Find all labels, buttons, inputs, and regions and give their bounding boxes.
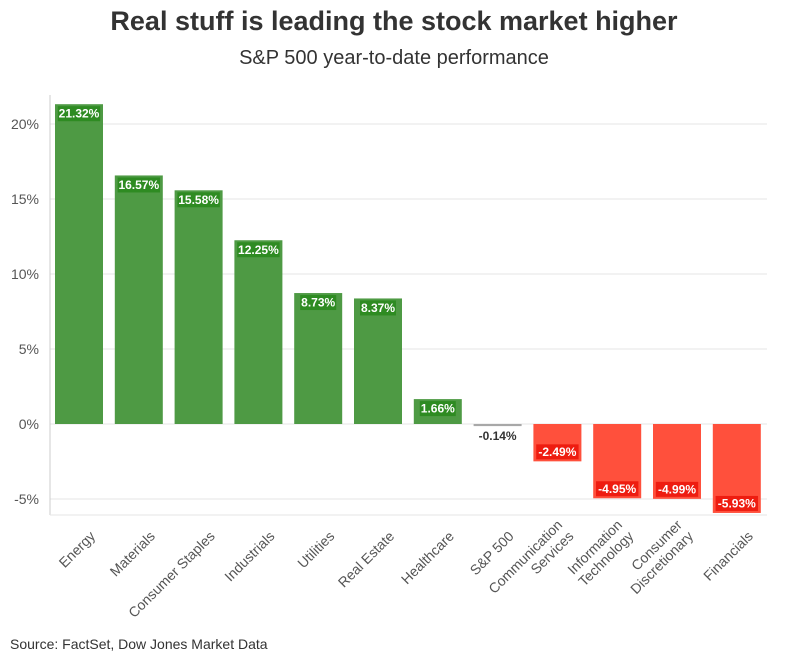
data-label-background: [536, 444, 579, 460]
x-tick-label-line: Materials: [107, 528, 158, 579]
x-tick-label: Materials: [107, 528, 158, 579]
bar: [354, 298, 402, 424]
data-label: -2.49%: [538, 445, 576, 459]
x-tick-label: Healthcare: [398, 528, 457, 587]
data-label: 21.32%: [59, 107, 100, 121]
data-label: 8.73%: [301, 296, 335, 310]
x-tick-label-line: Financials: [700, 528, 756, 584]
x-tick-label: Energy: [56, 528, 99, 571]
data-label: -4.95%: [598, 482, 636, 496]
x-tick-label-line: Utilities: [294, 528, 337, 571]
x-tick-label: Industrials: [221, 528, 277, 584]
bar: [294, 293, 343, 424]
x-tick-label-line: Energy: [56, 528, 99, 571]
data-label-background: [419, 401, 456, 417]
bar: [174, 190, 223, 424]
bar: [234, 240, 283, 424]
y-tick-label: 15%: [11, 191, 39, 207]
axes: [49, 95, 767, 516]
y-tick-label: 10%: [11, 266, 39, 282]
data-label-background: [715, 495, 758, 511]
y-tick-label: 5%: [19, 341, 39, 357]
y-tick-label: 0%: [19, 416, 39, 432]
data-label-background: [300, 295, 337, 311]
data-label-background: [177, 192, 220, 208]
bar-chart: 21.32% 16.57% 15.58% 12.25% 8.73% 8.37% 1.66% -…: [11, 95, 767, 621]
bar: [473, 424, 522, 427]
data-label-background: [237, 242, 280, 258]
data-label: 16.57%: [118, 178, 159, 192]
data-label-background: [655, 481, 699, 497]
y-tick-label: -5%: [14, 491, 39, 507]
x-tick-label: Utilities: [294, 528, 337, 571]
x-tick-label-line: Healthcare: [398, 528, 457, 587]
data-label: 15.58%: [178, 193, 219, 207]
x-tick-label-line: Real Estate: [335, 528, 398, 591]
data-labels: 21.32% 16.57% 15.58% 12.25% 8.73% 8.37% 1.66% -…: [57, 106, 758, 511]
data-label-background: [57, 106, 101, 122]
y-tick-labels: -5% 0% 5% 10% 15% 20%: [11, 116, 39, 507]
bar: [114, 175, 163, 424]
data-label-background: [117, 177, 160, 193]
data-label-background: [360, 300, 396, 316]
chart-title: Real stuff is leading the stock market h…: [110, 6, 678, 36]
source-note: Source: FactSet, Dow Jones Market Data: [10, 636, 268, 652]
y-tick-label: 20%: [11, 116, 39, 132]
x-tick-label: Financials: [700, 528, 756, 584]
gridlines: [50, 123, 767, 500]
x-tick-label: CommunicationServices: [485, 517, 576, 608]
x-tick-label-line: Industrials: [221, 528, 277, 584]
x-tick-label: InformationTechnology: [564, 517, 637, 590]
data-label: -4.99%: [658, 482, 696, 496]
x-tick-label: Real Estate: [335, 528, 398, 591]
chart-subtitle: S&P 500 year-to-date performance: [239, 47, 549, 69]
data-label: 1.66%: [421, 402, 455, 416]
data-label: 8.37%: [361, 301, 395, 315]
data-label: -0.14%: [479, 429, 517, 443]
data-label: 12.25%: [238, 243, 279, 257]
data-label: -5.93%: [718, 496, 756, 510]
bar: [55, 104, 103, 424]
bars: [55, 104, 761, 513]
data-label-background: [596, 481, 639, 497]
x-tick-label: ConsumerDiscretionary: [616, 516, 697, 597]
